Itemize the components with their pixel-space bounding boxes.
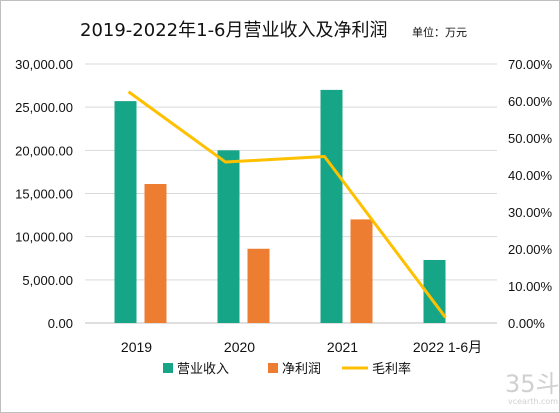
left-axis-ticks: 0.00 5,000.00 10,000.00 15,000.00 20,000.00 2…: [15, 57, 73, 331]
watermark-site: vcearth.com: [508, 397, 558, 406]
y-right-tick-label: 10.00%: [508, 279, 553, 294]
legend-swatch: [268, 363, 278, 373]
x-category-label: 2020: [224, 339, 255, 355]
legend-label: 净利润: [282, 362, 321, 377]
bar-net-profit: [144, 184, 167, 323]
chart-title: 2019-2022年1-6月营业收入及净利润: [80, 20, 388, 41]
legend: 营业收入 净利润 毛利率: [163, 361, 411, 377]
bar-revenue: [217, 150, 240, 323]
watermark-logo: 35斗: [505, 370, 560, 398]
x-category-label: 2019: [121, 339, 152, 355]
y-left-tick-label: 10,000.00: [15, 230, 73, 245]
x-category-label: 2022 1-6月: [413, 339, 482, 355]
x-category-label: 2021: [327, 339, 358, 355]
legend-label: 毛利率: [372, 361, 411, 377]
category-labels: 2019 2020 2021 2022 1-6月: [121, 339, 482, 355]
y-left-tick-label: 25,000.00: [15, 100, 73, 115]
legend-swatch: [163, 363, 173, 373]
y-right-tick-label: 70.00%: [508, 57, 553, 72]
y-left-tick-label: 30,000.00: [15, 57, 73, 72]
y-right-tick-label: 60.00%: [508, 94, 553, 109]
unit-label: 单位：万元: [412, 25, 467, 39]
right-axis-ticks: 0.00% 10.00% 20.00% 30.00% 40.00% 50.00% 60.00…: [508, 57, 553, 331]
y-right-tick-label: 0.00%: [508, 316, 545, 331]
line-gross-margin: [127, 90, 447, 319]
y-right-tick-label: 40.00%: [508, 168, 553, 183]
bar-net-profit: [350, 219, 373, 323]
line-series: [127, 90, 447, 319]
bar-net-profit: [247, 248, 270, 323]
bar-revenue: [320, 89, 343, 324]
y-right-tick-label: 50.00%: [508, 131, 553, 146]
y-right-tick-label: 20.00%: [508, 242, 553, 257]
bar-revenue: [114, 101, 137, 323]
y-left-tick-label: 15,000.00: [15, 187, 73, 202]
legend-label: 营业收入: [177, 362, 229, 377]
y-right-tick-label: 30.00%: [508, 205, 553, 220]
y-left-tick-label: 20,000.00: [15, 143, 73, 158]
y-left-tick-label: 0.00: [48, 316, 73, 331]
bar-series: [114, 89, 446, 324]
bar-revenue: [423, 259, 446, 323]
y-left-tick-label: 5,000.00: [22, 273, 73, 288]
